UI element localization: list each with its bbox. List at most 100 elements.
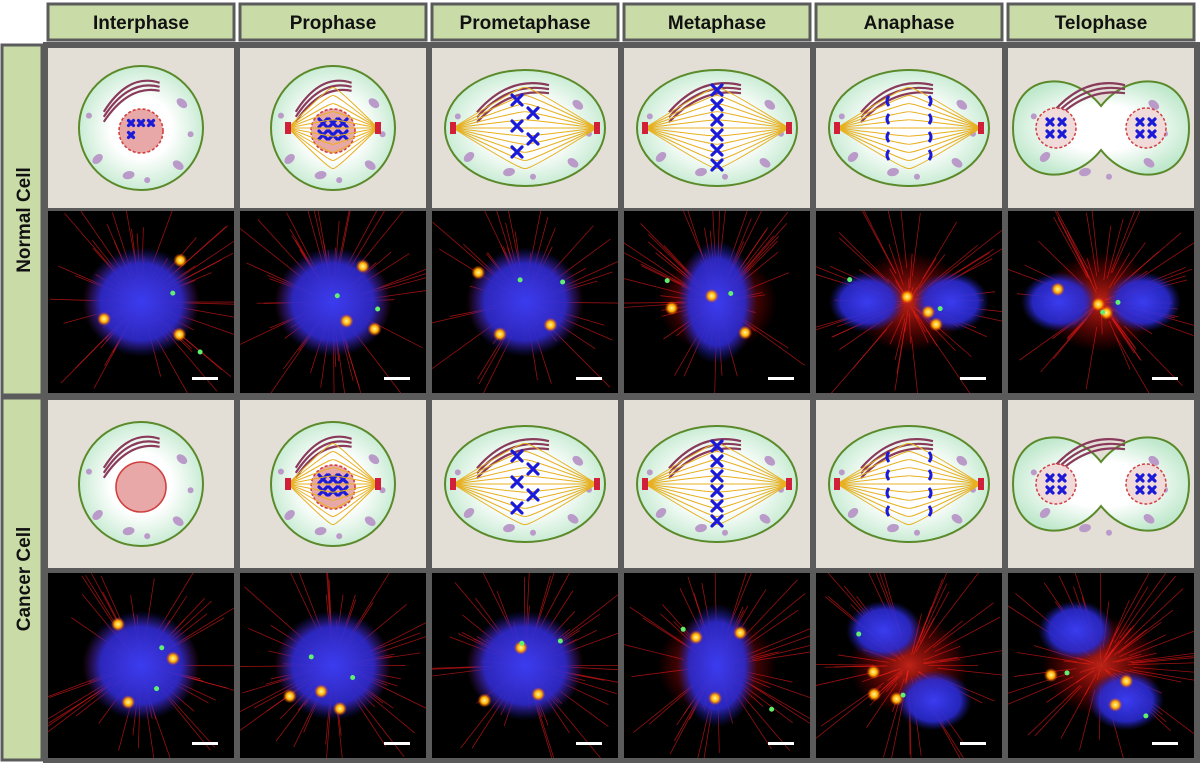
centrosome bbox=[786, 122, 792, 134]
centrosome-signal bbox=[471, 266, 485, 280]
dna bbox=[1038, 601, 1114, 661]
micrograph-panel bbox=[48, 573, 234, 758]
centrosome-signal bbox=[665, 301, 679, 315]
vesicle bbox=[278, 469, 284, 475]
chromosome bbox=[129, 121, 134, 126]
centrosome-signal bbox=[356, 259, 370, 273]
centrosome-signal bbox=[111, 617, 125, 631]
schematic-panel bbox=[48, 48, 234, 208]
header-label: Prometaphase bbox=[460, 13, 591, 34]
centrosome-signal bbox=[921, 305, 935, 319]
header-label: Telophase bbox=[1055, 13, 1148, 34]
vesicle bbox=[722, 174, 728, 180]
centrosome-signal bbox=[172, 328, 186, 342]
centrosome bbox=[642, 122, 648, 134]
vesicle bbox=[914, 174, 920, 180]
vesicle bbox=[722, 530, 728, 536]
centrosome-signal bbox=[314, 684, 328, 698]
schematic-panel bbox=[48, 400, 234, 568]
chromosome bbox=[1059, 119, 1065, 125]
green-signal bbox=[159, 645, 164, 650]
green-signal bbox=[519, 641, 524, 646]
centrosome bbox=[450, 478, 456, 490]
vesicle bbox=[647, 113, 653, 119]
daughter-nucleus bbox=[1036, 464, 1076, 504]
centrosome-signal bbox=[544, 318, 558, 332]
chromosome bbox=[1149, 475, 1155, 481]
vesicle bbox=[839, 469, 845, 475]
centrosome-signal bbox=[1044, 668, 1058, 682]
green-signal bbox=[681, 627, 686, 632]
green-signal bbox=[1143, 713, 1148, 718]
green-signal bbox=[769, 707, 774, 712]
chromosome bbox=[1059, 475, 1065, 481]
centrosome-signal bbox=[283, 689, 297, 703]
green-signal bbox=[309, 654, 314, 659]
header-label: Prophase bbox=[290, 13, 377, 34]
vesicle bbox=[86, 469, 92, 475]
green-signal bbox=[901, 693, 906, 698]
chromosome bbox=[1137, 475, 1143, 481]
centrosome bbox=[786, 478, 792, 490]
micrograph-panel bbox=[816, 573, 1002, 758]
schematic-panel bbox=[1008, 400, 1194, 568]
scale-bar bbox=[960, 377, 986, 380]
schematic-panel bbox=[624, 48, 810, 208]
centrosome-signal bbox=[531, 687, 545, 701]
chromosome bbox=[1047, 131, 1053, 137]
green-signal bbox=[335, 293, 340, 298]
scale-bar bbox=[576, 377, 602, 380]
centrosome-signal bbox=[900, 290, 914, 304]
green-signal bbox=[1100, 310, 1105, 315]
centrosome bbox=[978, 122, 984, 134]
row-label: Cancer Cell bbox=[14, 527, 35, 632]
dna bbox=[275, 247, 391, 357]
micrograph-panel bbox=[624, 573, 810, 758]
green-signal bbox=[728, 291, 733, 296]
centrosome-signal bbox=[705, 289, 719, 303]
centrosome-signal bbox=[1091, 297, 1105, 311]
centrosome bbox=[375, 478, 381, 490]
chromosome bbox=[1137, 487, 1143, 493]
green-signal bbox=[154, 686, 159, 691]
centrosome-signal bbox=[478, 693, 492, 707]
vesicle bbox=[530, 530, 536, 536]
centrosome bbox=[834, 122, 840, 134]
vesicle bbox=[455, 113, 461, 119]
vesicle bbox=[144, 533, 150, 539]
schematic-panel bbox=[816, 48, 1002, 208]
header-label: Anaphase bbox=[864, 13, 955, 34]
vesicle bbox=[1031, 469, 1037, 475]
schematic-panel bbox=[432, 400, 618, 568]
header-label: Metaphase bbox=[668, 13, 766, 34]
micrograph-panel bbox=[240, 573, 426, 758]
chromosome bbox=[139, 121, 144, 126]
dna bbox=[677, 604, 757, 728]
centrosome bbox=[594, 122, 600, 134]
schematic-panel bbox=[240, 48, 426, 208]
micrograph-panel bbox=[816, 211, 1002, 393]
chromosome bbox=[1137, 119, 1143, 125]
micrograph-panel bbox=[1008, 573, 1194, 758]
vesicle bbox=[336, 533, 342, 539]
chromosome bbox=[1059, 487, 1065, 493]
centrosome-signal bbox=[121, 695, 135, 709]
vesicle bbox=[86, 113, 92, 119]
vesicle bbox=[914, 530, 920, 536]
green-signal bbox=[1065, 670, 1070, 675]
vesicle bbox=[278, 113, 284, 119]
scale-bar bbox=[1152, 742, 1178, 745]
vesicle bbox=[1106, 174, 1112, 180]
chromosome bbox=[1149, 487, 1155, 493]
header-label: Interphase bbox=[93, 13, 189, 34]
green-signal bbox=[518, 277, 523, 282]
chromosome bbox=[1047, 487, 1053, 493]
centrosome bbox=[834, 478, 840, 490]
centrosome-signal bbox=[1108, 698, 1122, 712]
daughter-nucleus bbox=[1126, 464, 1166, 504]
dna bbox=[846, 601, 922, 661]
centrosome-signal bbox=[368, 322, 382, 336]
